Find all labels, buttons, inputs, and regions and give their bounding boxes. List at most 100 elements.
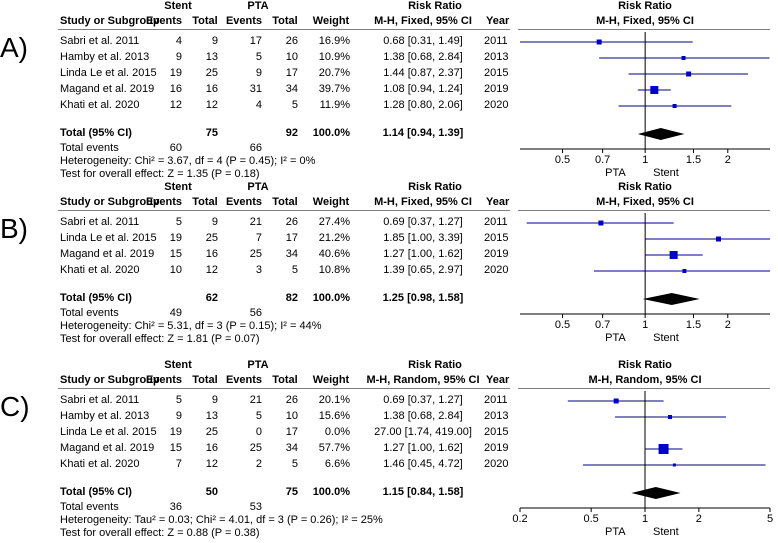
favours-right-label: Stent (653, 332, 679, 344)
stent-events: 5 (175, 216, 182, 228)
stent-events: 9 (175, 410, 182, 422)
header-stent-total: Total (192, 196, 218, 208)
total-rr-ci: 1.14 [0.94, 1.39] (382, 127, 464, 139)
year-value: 2020 (484, 264, 509, 276)
pta-events: 17 (249, 35, 262, 47)
forest-plot-area (0, 181, 778, 362)
stent-total: 16 (205, 442, 218, 454)
stent-events: 15 (169, 442, 182, 454)
rr-ci-text: 1.39 [0.65, 2.97] (383, 264, 463, 276)
study-marker (681, 56, 686, 60)
header-plot-top: Risk Ratio (618, 181, 672, 193)
rr-ci-text: 1.27 [1.00, 1.62] (383, 248, 463, 260)
total-pta: 82 (285, 292, 298, 304)
pta-events: 25 (249, 442, 262, 454)
total-label: Total (95% CI) (60, 486, 132, 498)
pta-total: 5 (291, 458, 298, 470)
axis-tick-label: 0.5 (554, 319, 571, 331)
header-plot-method: M-H, Fixed, 95% CI (596, 196, 694, 208)
header-plot-top: Risk Ratio (618, 359, 672, 371)
header-stent-group: Stent (164, 0, 192, 12)
header-pta-total: Total (272, 196, 298, 208)
study-name: Linda Le et al. 2015 (60, 232, 157, 244)
pta-events: 21 (249, 394, 262, 406)
header-rr-method: M-H, Random, 95% CI (366, 374, 480, 386)
header-rr-top: Risk Ratio (408, 0, 462, 12)
pta-events: 21 (249, 216, 262, 228)
weight-value: 0.0% (324, 426, 350, 438)
stent-events: 12 (169, 99, 182, 111)
study-name: Sabri et al. 2011 (60, 394, 140, 406)
stent-total: 12 (205, 99, 218, 111)
study-name: Khati et al. 2020 (60, 264, 140, 276)
pta-total: 17 (285, 67, 298, 79)
favours-left-label: PTA (605, 526, 626, 538)
header-stent-events: Events (145, 374, 183, 386)
axis-tick-label: 0.2 (512, 513, 528, 525)
year-value: 2019 (484, 83, 509, 95)
weight-value: 20.7% (318, 67, 350, 79)
header-rule-plot (518, 388, 770, 389)
total-events-stent: 60 (169, 142, 182, 154)
stent-events: 19 (169, 232, 182, 244)
year-value: 2011 (484, 216, 508, 228)
study-name: Linda Le et al. 2015 (60, 426, 157, 438)
total-weight: 100.0% (312, 486, 350, 498)
header-pta-events: Events (225, 374, 263, 386)
weight-value: 21.2% (318, 232, 350, 244)
header-year: Year (486, 15, 510, 27)
header-rr-method: M-H, Fixed, 95% CI (374, 196, 472, 208)
stent-total: 12 (205, 264, 218, 276)
stent-total: 9 (211, 216, 218, 228)
header-pta-total: Total (272, 15, 298, 27)
header-rule (58, 210, 510, 211)
stent-events: 4 (175, 35, 182, 47)
pta-events: 31 (249, 83, 262, 95)
header-plot-method: M-H, Random, 95% CI (588, 374, 702, 386)
year-value: 2020 (484, 99, 509, 111)
pta-events: 25 (249, 248, 262, 260)
forest-plot-area (0, 0, 778, 181)
pta-events: 5 (255, 51, 262, 63)
header-study: Study or Subgroup (60, 196, 160, 208)
stent-total: 25 (205, 67, 218, 79)
study-marker (669, 251, 678, 259)
stent-total: 16 (205, 83, 218, 95)
header-year: Year (486, 374, 510, 386)
study-name: Sabri et al. 2011 (60, 216, 140, 228)
pta-total: 17 (285, 426, 298, 438)
axis-tick-label: 0.7 (594, 154, 611, 166)
stent-events: 19 (169, 426, 182, 438)
study-name: Magand et al. 2019 (60, 442, 155, 454)
pta-total: 5 (291, 99, 298, 111)
study-name: Khati et al. 2020 (60, 458, 140, 470)
pta-events: 7 (255, 232, 262, 244)
stent-total: 12 (205, 458, 218, 470)
header-stent-group: Stent (164, 359, 192, 371)
total-rr-ci: 1.25 [0.98, 1.58] (382, 292, 464, 304)
weight-value: 6.6% (324, 458, 350, 470)
study-name: Magand et al. 2019 (60, 248, 155, 260)
axis-tick-label: 5 (766, 513, 774, 525)
rr-ci-text: 0.68 [0.31, 1.49] (383, 35, 463, 47)
study-marker (598, 220, 604, 226)
forest-svg (519, 391, 771, 512)
stent-events: 16 (169, 83, 182, 95)
stent-events: 7 (175, 458, 182, 470)
study-name: Sabri et al. 2011 (60, 35, 140, 47)
rr-ci-text: 1.44 [0.87, 2.37] (383, 67, 463, 79)
rr-ci-text: 1.46 [0.45, 4.72] (383, 458, 463, 470)
pta-events: 0 (255, 426, 262, 438)
header-rule (58, 29, 510, 30)
panel-label: C) (0, 391, 30, 422)
header-plot-method: M-H, Fixed, 95% CI (596, 15, 694, 27)
weight-value: 27.4% (318, 216, 350, 228)
panel-label: B) (0, 213, 28, 244)
axis-tick-label: 0.5 (583, 513, 599, 525)
forest-svg (520, 32, 770, 153)
total-events-pta: 66 (249, 142, 262, 154)
overall-effect-text: Test for overall effect: Z = 1.35 (P = 0… (60, 168, 260, 180)
year-value: 2011 (484, 35, 508, 47)
year-value: 2019 (484, 248, 509, 260)
heterogeneity-text: Heterogeneity: Tau² = 0.03; Chi² = 4.01,… (60, 514, 383, 526)
